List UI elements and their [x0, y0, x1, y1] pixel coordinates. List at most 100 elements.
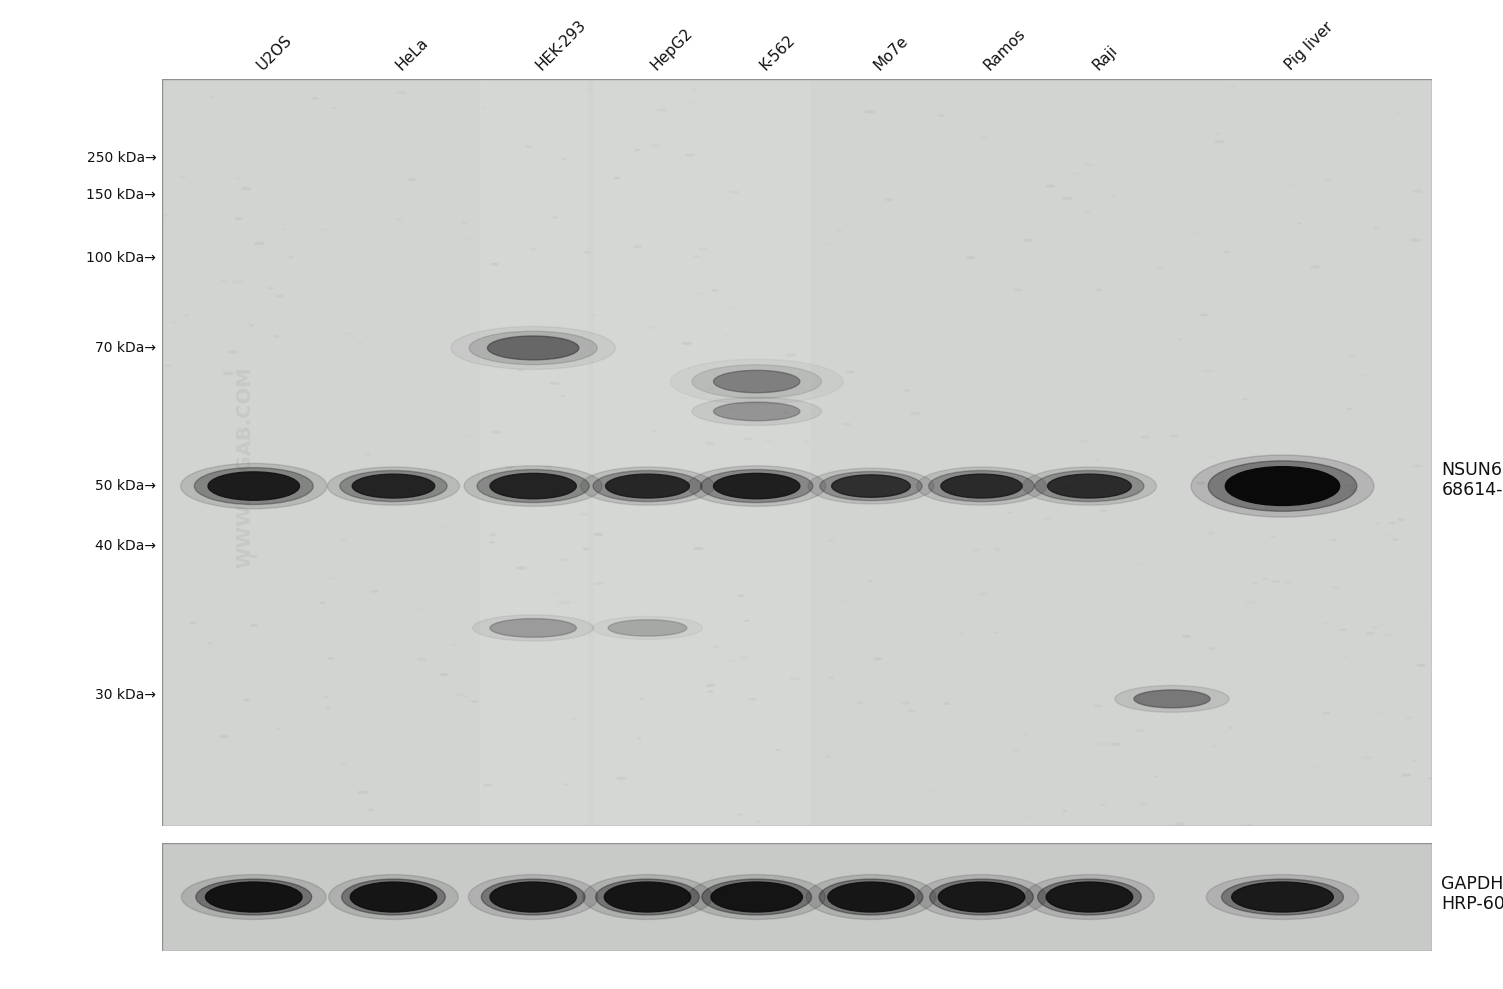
Text: 40 kDa→: 40 kDa→	[95, 539, 156, 553]
Ellipse shape	[1339, 629, 1347, 631]
Ellipse shape	[972, 549, 981, 551]
Ellipse shape	[464, 466, 603, 506]
Ellipse shape	[346, 333, 352, 334]
Ellipse shape	[882, 664, 890, 666]
Ellipse shape	[959, 632, 963, 633]
Ellipse shape	[714, 474, 800, 498]
Ellipse shape	[738, 595, 744, 596]
Ellipse shape	[555, 592, 562, 594]
Ellipse shape	[1111, 744, 1120, 745]
Ellipse shape	[388, 349, 392, 350]
Ellipse shape	[341, 763, 346, 764]
Ellipse shape	[364, 454, 371, 455]
Ellipse shape	[469, 331, 597, 365]
Text: 68614-1-Ig: 68614-1-Ig	[1441, 481, 1503, 499]
Ellipse shape	[328, 658, 334, 659]
Ellipse shape	[819, 472, 923, 500]
Ellipse shape	[929, 471, 1034, 501]
Ellipse shape	[227, 332, 231, 333]
Ellipse shape	[490, 534, 496, 535]
Ellipse shape	[729, 408, 736, 409]
Ellipse shape	[875, 658, 882, 660]
Ellipse shape	[930, 879, 1034, 915]
Ellipse shape	[407, 179, 416, 180]
Text: WWW.PTGAB.COM: WWW.PTGAB.COM	[236, 367, 254, 568]
Ellipse shape	[1112, 196, 1117, 197]
Text: HepG2: HepG2	[648, 26, 694, 73]
Ellipse shape	[1175, 823, 1183, 825]
Ellipse shape	[729, 661, 735, 662]
Ellipse shape	[604, 882, 691, 912]
Ellipse shape	[159, 223, 165, 224]
Ellipse shape	[1115, 685, 1229, 712]
Text: 100 kDa→: 100 kDa→	[87, 251, 156, 265]
Ellipse shape	[1100, 804, 1105, 805]
Ellipse shape	[1371, 626, 1380, 628]
Ellipse shape	[1210, 648, 1216, 649]
Ellipse shape	[1332, 586, 1339, 588]
Ellipse shape	[858, 702, 863, 703]
Ellipse shape	[1326, 179, 1330, 180]
Ellipse shape	[1073, 173, 1078, 174]
Bar	[479, 79, 586, 826]
Ellipse shape	[1136, 730, 1144, 732]
Ellipse shape	[714, 403, 800, 420]
Ellipse shape	[561, 559, 570, 561]
Ellipse shape	[944, 703, 950, 704]
Ellipse shape	[1362, 375, 1366, 376]
Text: 150 kDa→: 150 kDa→	[87, 188, 156, 202]
Ellipse shape	[842, 423, 851, 425]
Ellipse shape	[331, 108, 335, 109]
Ellipse shape	[682, 342, 691, 344]
Ellipse shape	[1085, 164, 1094, 166]
Ellipse shape	[452, 644, 457, 646]
Ellipse shape	[1368, 478, 1374, 480]
Ellipse shape	[885, 199, 893, 201]
Ellipse shape	[1100, 509, 1108, 511]
Ellipse shape	[1214, 140, 1223, 142]
Ellipse shape	[1417, 665, 1425, 667]
Ellipse shape	[517, 370, 525, 371]
Ellipse shape	[1410, 239, 1417, 241]
Ellipse shape	[275, 335, 280, 337]
Ellipse shape	[1046, 882, 1133, 912]
Ellipse shape	[1350, 490, 1357, 492]
Ellipse shape	[933, 495, 942, 497]
Ellipse shape	[440, 674, 448, 675]
Ellipse shape	[249, 556, 257, 557]
Ellipse shape	[836, 230, 842, 231]
Ellipse shape	[818, 581, 822, 582]
Bar	[703, 79, 810, 826]
Ellipse shape	[1255, 301, 1261, 302]
Ellipse shape	[932, 714, 941, 716]
Ellipse shape	[694, 548, 703, 550]
Ellipse shape	[242, 188, 251, 190]
Ellipse shape	[1347, 355, 1356, 357]
Ellipse shape	[553, 357, 561, 359]
Ellipse shape	[341, 879, 445, 915]
Ellipse shape	[702, 879, 812, 915]
Ellipse shape	[978, 136, 987, 138]
Ellipse shape	[1207, 874, 1359, 920]
Ellipse shape	[284, 602, 289, 603]
Ellipse shape	[1393, 539, 1398, 540]
Ellipse shape	[699, 248, 706, 249]
Ellipse shape	[234, 281, 242, 283]
Ellipse shape	[293, 90, 302, 92]
Ellipse shape	[329, 874, 458, 920]
Ellipse shape	[1063, 198, 1072, 200]
Ellipse shape	[490, 882, 576, 912]
Ellipse shape	[586, 89, 595, 91]
Ellipse shape	[1190, 455, 1374, 517]
Ellipse shape	[842, 364, 848, 365]
Ellipse shape	[1046, 185, 1055, 187]
Ellipse shape	[708, 691, 712, 692]
Ellipse shape	[234, 218, 242, 220]
Text: 70 kDa→: 70 kDa→	[95, 341, 156, 355]
Ellipse shape	[179, 176, 186, 178]
Ellipse shape	[341, 491, 347, 493]
Ellipse shape	[714, 370, 800, 393]
Ellipse shape	[206, 882, 302, 912]
Ellipse shape	[902, 702, 909, 703]
Ellipse shape	[296, 626, 304, 628]
